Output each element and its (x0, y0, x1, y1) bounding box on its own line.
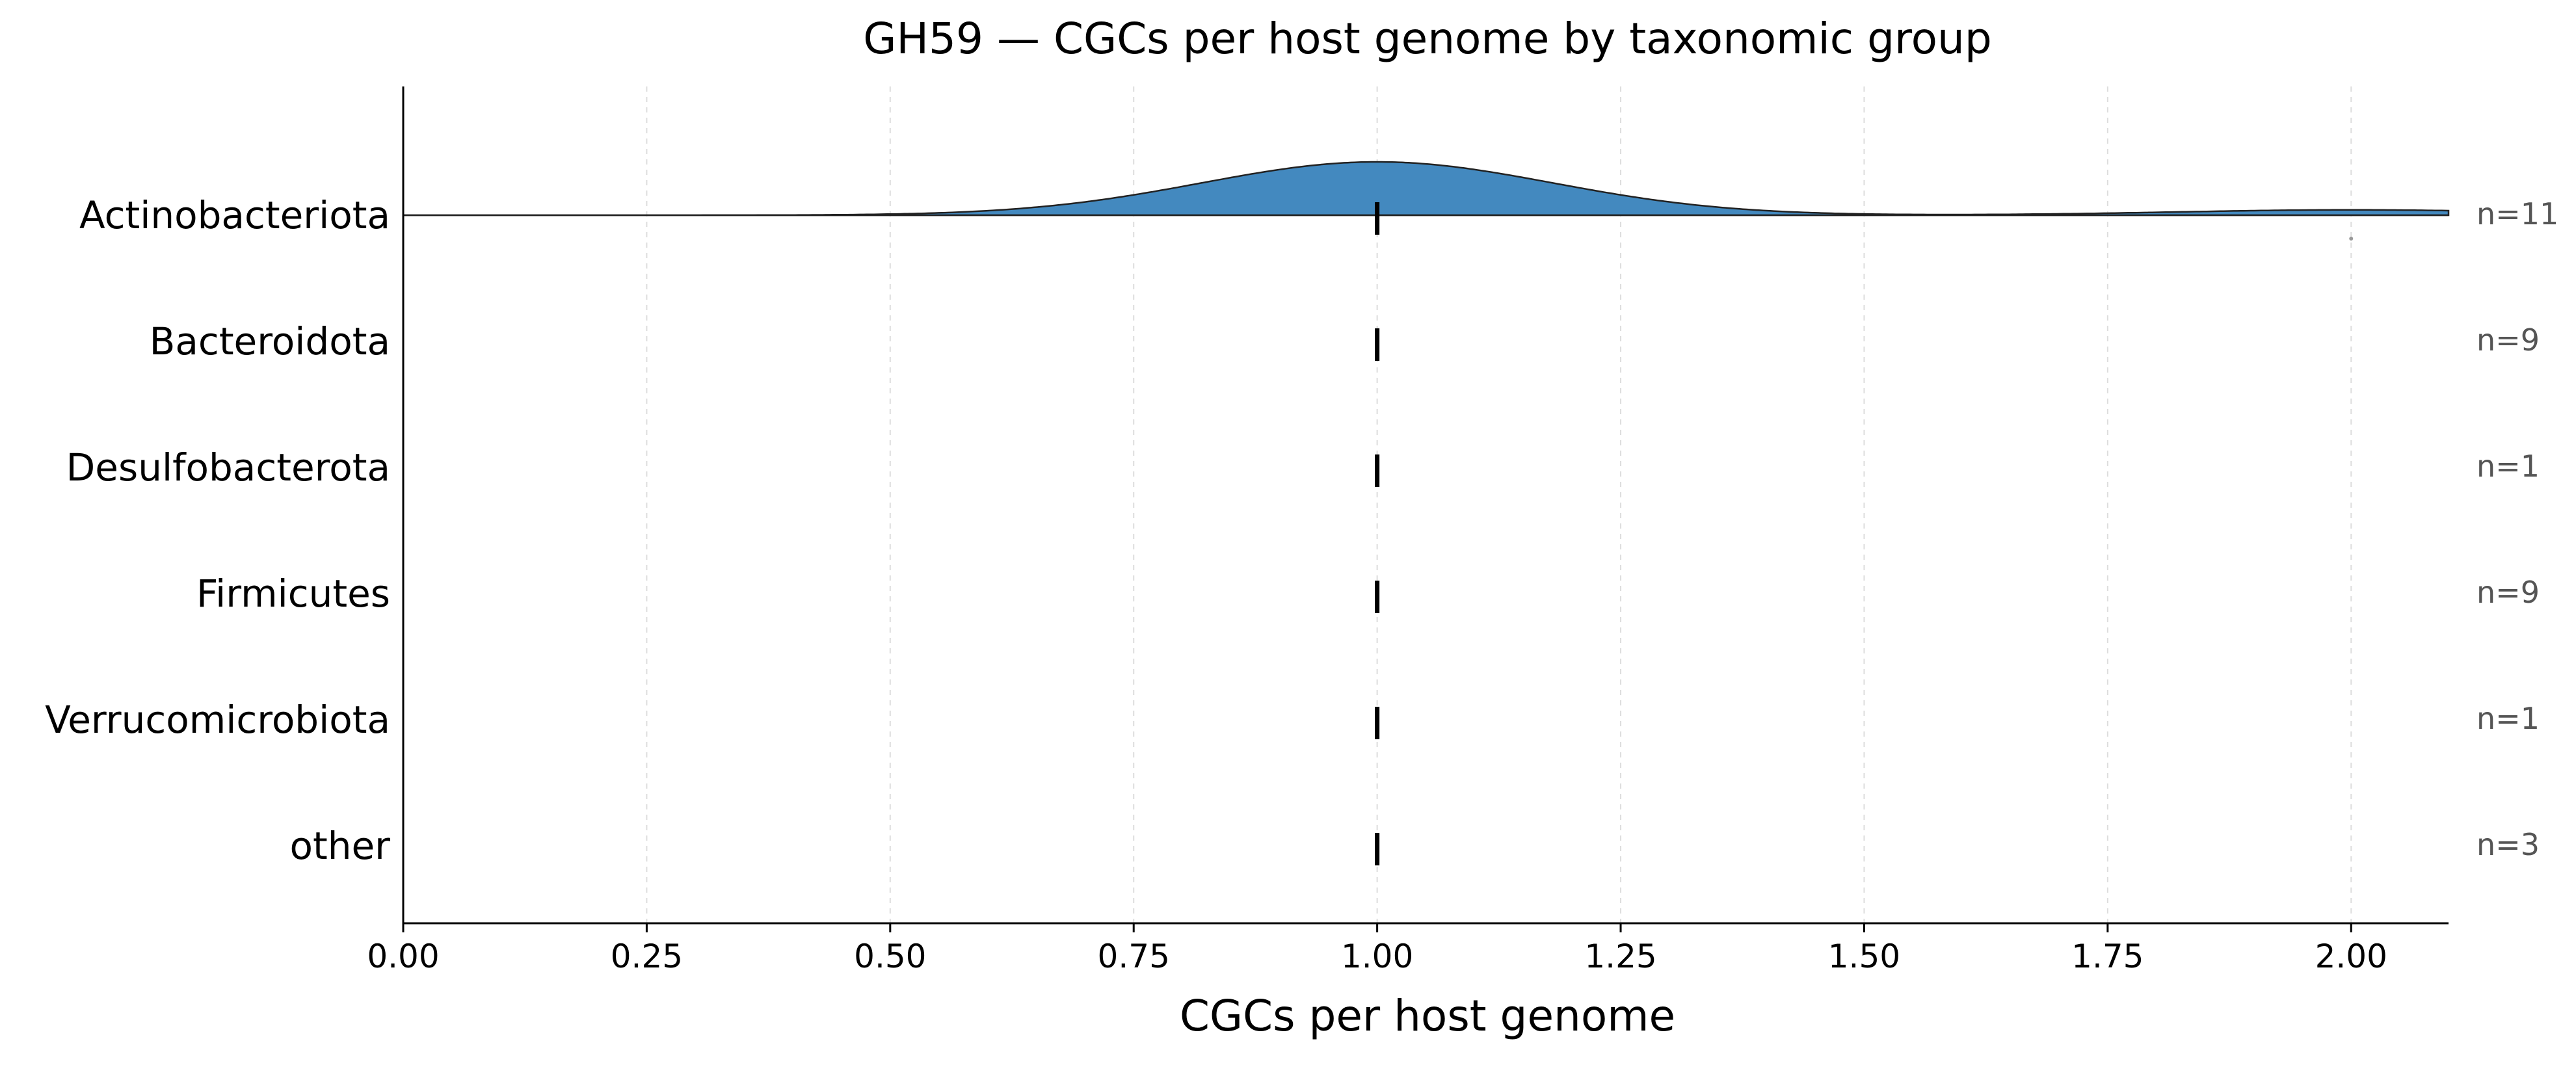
density-ridge-actinobacteriota (403, 161, 2450, 217)
x-tick-label: 1.50 (1828, 938, 1900, 975)
y-category-labels: Actinobacteriota Bacteroidota Desulfobacte… (45, 193, 390, 868)
y-category-label: Actinobacteriota (79, 193, 390, 237)
data-point (2349, 237, 2354, 241)
count-label: n=11 (2476, 196, 2558, 231)
x-tick-label: 2.00 (2315, 938, 2387, 975)
count-label: n=1 (2476, 701, 2540, 736)
ridge-layer (403, 161, 2450, 241)
count-label: n=3 (2476, 827, 2540, 862)
x-ticks: 0.00 0.25 0.50 0.75 1.00 1.25 1.50 1.75 2.00 (367, 923, 2387, 975)
count-labels: n=11 n=9 n=1 n=9 n=1 n=3 (2476, 196, 2558, 862)
y-category-label: Verrucomicrobiota (45, 698, 390, 742)
x-tick-label: 0.00 (367, 938, 439, 975)
x-tick-label: 1.25 (1584, 938, 1656, 975)
x-axis-label: CGCs per host genome (1180, 991, 1675, 1041)
x-tick-label: 1.00 (1341, 938, 1413, 975)
y-category-label: Bacteroidota (150, 319, 390, 363)
x-tick-label: 0.50 (854, 938, 926, 975)
count-label: n=9 (2476, 322, 2540, 358)
count-label: n=9 (2476, 575, 2540, 610)
x-tick-label: 0.25 (611, 938, 683, 975)
x-tick-label: 0.75 (1098, 938, 1170, 975)
y-category-label: other (289, 824, 390, 868)
y-category-label: Desulfobacterota (66, 445, 390, 490)
y-category-label: Firmicutes (196, 572, 390, 616)
count-label: n=1 (2476, 449, 2540, 484)
chart-title: GH59 — CGCs per host genome by taxonomic… (863, 14, 1992, 64)
x-tick-label: 1.75 (2071, 938, 2144, 975)
